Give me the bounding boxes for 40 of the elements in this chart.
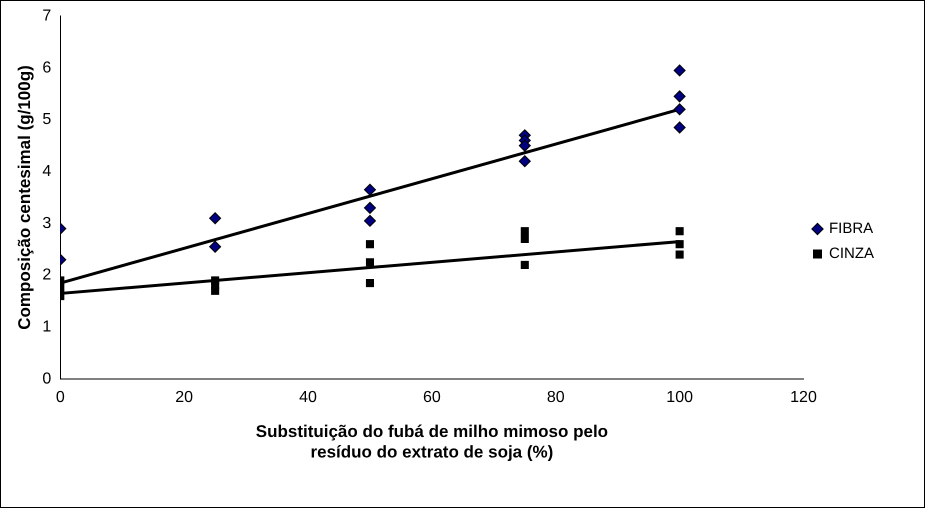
x-tick-label: 120	[790, 389, 817, 406]
y-tick-label: 1	[42, 318, 52, 336]
point	[366, 240, 374, 248]
x-tick-label: 80	[546, 389, 565, 406]
y-tick-label: 7	[42, 7, 52, 24]
point	[520, 227, 529, 236]
y-axis-title: Composição centesimal (g/100g)	[14, 65, 34, 330]
point	[520, 234, 529, 244]
point	[364, 202, 376, 214]
y-tick-label: 5	[42, 111, 52, 128]
point	[364, 214, 376, 227]
y-tick-label: 6	[42, 59, 52, 76]
point	[674, 64, 686, 76]
point	[676, 240, 684, 248]
y-tick-label: 0	[42, 370, 52, 388]
point	[676, 250, 684, 259]
point	[518, 155, 531, 168]
x-tick-label: 100	[666, 389, 694, 406]
y-tick-label: 4	[42, 162, 52, 180]
point	[209, 212, 222, 224]
y-tick-label: 3	[42, 214, 52, 232]
point	[211, 286, 220, 295]
x-tick-label: 40	[299, 389, 318, 406]
point	[674, 103, 686, 116]
x-tick-label: 60	[423, 389, 441, 406]
point	[520, 260, 529, 269]
x-tick-label: 0	[56, 389, 65, 406]
point	[364, 184, 376, 196]
y-tick-label: 2	[42, 266, 52, 284]
legend-label: FIBRA	[829, 220, 874, 238]
x-axis-title: Substituição do fubá de milho mimoso pelo resíduo do extrato de soja (%)	[256, 422, 608, 462]
point	[209, 240, 222, 253]
point	[676, 227, 684, 236]
x-tick-label: 20	[175, 389, 194, 406]
point	[366, 279, 374, 288]
point	[674, 121, 686, 134]
legend-label: CINZA	[829, 245, 874, 262]
point	[366, 258, 374, 266]
point	[674, 90, 686, 102]
point	[518, 140, 531, 152]
